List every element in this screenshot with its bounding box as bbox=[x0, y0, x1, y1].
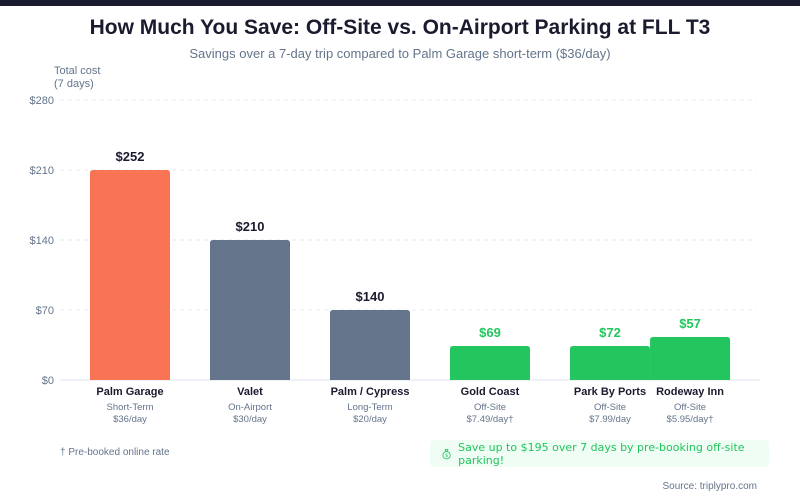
svg-text:$: $ bbox=[445, 452, 448, 458]
bar-value-label: $210 bbox=[236, 219, 265, 234]
bar-value-label: $57 bbox=[679, 316, 701, 331]
y-tick-label: $280 bbox=[30, 95, 54, 107]
x-category-sublabel: Long-Term bbox=[347, 402, 392, 413]
x-category-rate: $7.99/day bbox=[589, 414, 631, 425]
source-credit: Source: triplypro.com bbox=[662, 481, 757, 492]
bar bbox=[330, 310, 410, 380]
bar-value-label: $69 bbox=[479, 325, 501, 340]
footnote: † Pre-booked online rate bbox=[60, 447, 170, 458]
top-bar bbox=[0, 0, 800, 6]
x-category-rate: $30/day bbox=[233, 414, 267, 425]
bar bbox=[210, 240, 290, 380]
x-category-label: Park By Ports bbox=[574, 386, 646, 398]
y-tick-label: $0 bbox=[42, 375, 54, 387]
chart-subtitle: Savings over a 7-day trip compared to Pa… bbox=[189, 46, 611, 61]
bar-chart: $0 $70 $140 $210 $280 $252 Palm Garage Short-Te… bbox=[30, 95, 760, 425]
x-category-label: Valet bbox=[237, 386, 263, 398]
x-category-sublabel: On-Airport bbox=[228, 402, 272, 413]
bar bbox=[90, 170, 170, 380]
money-bag-icon: $ bbox=[442, 448, 451, 459]
bar-value-label: $72 bbox=[599, 325, 621, 340]
savings-banner: $ Save up to $195 over 7 days by pre-boo… bbox=[430, 440, 769, 467]
x-category-rate: $20/day bbox=[353, 414, 387, 425]
bar bbox=[570, 346, 650, 380]
x-category-rate: $36/day bbox=[113, 414, 147, 425]
x-category-label: Rodeway Inn bbox=[656, 386, 724, 398]
x-category-sublabel: Short-Term bbox=[107, 402, 154, 413]
bar bbox=[450, 346, 530, 380]
y-tick-label: $210 bbox=[30, 165, 54, 177]
bar bbox=[650, 337, 731, 380]
savings-banner-text: Save up to $195 over 7 days by pre-booki… bbox=[458, 440, 745, 467]
y-axis-label-line: Total cost bbox=[54, 65, 101, 77]
x-category-label: Gold Coast bbox=[461, 386, 520, 398]
chart-title: How Much You Save: Off-Site vs. On-Airpo… bbox=[89, 16, 711, 39]
x-category-rate: $5.95/day† bbox=[667, 414, 714, 425]
y-tick-label: $70 bbox=[36, 305, 54, 317]
x-category-sublabel: Off-Site bbox=[674, 402, 706, 413]
x-category-rate: $7.49/day† bbox=[466, 414, 513, 425]
bar-value-label: $252 bbox=[116, 149, 145, 164]
x-category-label: Palm / Cypress bbox=[331, 386, 410, 398]
bar-value-label: $140 bbox=[356, 289, 385, 304]
x-category-sublabel: Off-Site bbox=[474, 402, 506, 413]
x-category-sublabel: Off-Site bbox=[594, 402, 626, 413]
y-axis-label-line: (7 days) bbox=[54, 78, 94, 90]
y-axis-label: Total cost (7 days) bbox=[54, 65, 100, 91]
y-tick-label: $140 bbox=[30, 235, 54, 247]
x-category-label: Palm Garage bbox=[96, 386, 163, 398]
